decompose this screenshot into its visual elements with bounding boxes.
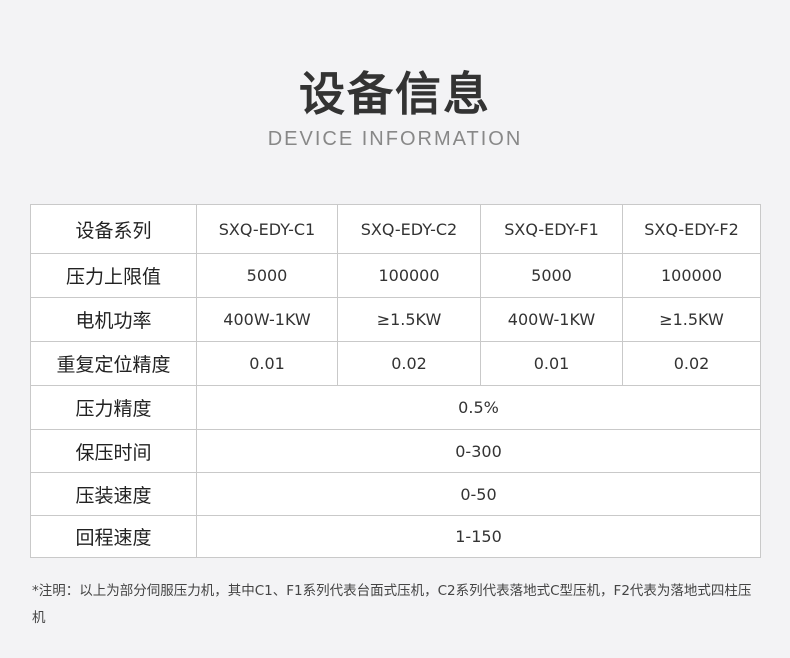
table-row: 压装速度 0-50 bbox=[30, 472, 761, 516]
row-label: 回程速度 bbox=[30, 515, 197, 558]
value-cell: 100000 bbox=[337, 253, 481, 298]
row-label: 压力上限值 bbox=[30, 253, 197, 298]
value-cell: 0-300 bbox=[196, 429, 761, 473]
row-label: 压力精度 bbox=[30, 385, 197, 430]
row-label: 保压时间 bbox=[30, 429, 197, 473]
value-cell: 5000 bbox=[480, 253, 623, 298]
value-cell: 400W-1KW bbox=[480, 297, 623, 342]
value-cell: 400W-1KW bbox=[196, 297, 338, 342]
row-label: 电机功率 bbox=[30, 297, 197, 342]
table-row: 压力上限值 5000 100000 5000 100000 bbox=[30, 253, 761, 298]
model-cell: SXQ-EDY-C2 bbox=[337, 204, 481, 254]
value-cell: 0.02 bbox=[622, 341, 761, 386]
value-cell: 0-50 bbox=[196, 472, 761, 516]
table-row: 回程速度 1-150 bbox=[30, 515, 761, 558]
value-cell: 0.02 bbox=[337, 341, 481, 386]
model-cell: SXQ-EDY-F2 bbox=[622, 204, 761, 254]
table-row: 电机功率 400W-1KW ≥1.5KW 400W-1KW ≥1.5KW bbox=[30, 297, 761, 342]
value-cell: ≥1.5KW bbox=[622, 297, 761, 342]
row-label: 设备系列 bbox=[30, 204, 197, 254]
value-cell: ≥1.5KW bbox=[337, 297, 481, 342]
model-cell: SXQ-EDY-F1 bbox=[480, 204, 623, 254]
table-row: 重复定位精度 0.01 0.02 0.01 0.02 bbox=[30, 341, 761, 386]
table-row: 压力精度 0.5% bbox=[30, 385, 761, 430]
value-cell: 1-150 bbox=[196, 515, 761, 558]
value-cell: 0.5% bbox=[196, 385, 761, 430]
row-label: 重复定位精度 bbox=[30, 341, 197, 386]
value-cell: 5000 bbox=[196, 253, 338, 298]
footnote: *注明：以上为部分伺服压力机，其中C1、F1系列代表台面式压机，C2系列代表落地… bbox=[32, 583, 752, 626]
table-row: 保压时间 0-300 bbox=[30, 429, 761, 473]
row-label: 压装速度 bbox=[30, 472, 197, 516]
value-cell: 0.01 bbox=[196, 341, 338, 386]
value-cell: 0.01 bbox=[480, 341, 623, 386]
value-cell: 100000 bbox=[622, 253, 761, 298]
model-cell: SXQ-EDY-C1 bbox=[196, 204, 338, 254]
page-title: 设备信息 bbox=[299, 67, 491, 121]
device-spec-table: 设备系列 SXQ-EDY-C1 SXQ-EDY-C2 SXQ-EDY-F1 SX… bbox=[30, 204, 761, 558]
page-subtitle: DEVICE INFORMATION bbox=[267, 128, 523, 150]
table-header-row: 设备系列 SXQ-EDY-C1 SXQ-EDY-C2 SXQ-EDY-F1 SX… bbox=[30, 204, 761, 254]
